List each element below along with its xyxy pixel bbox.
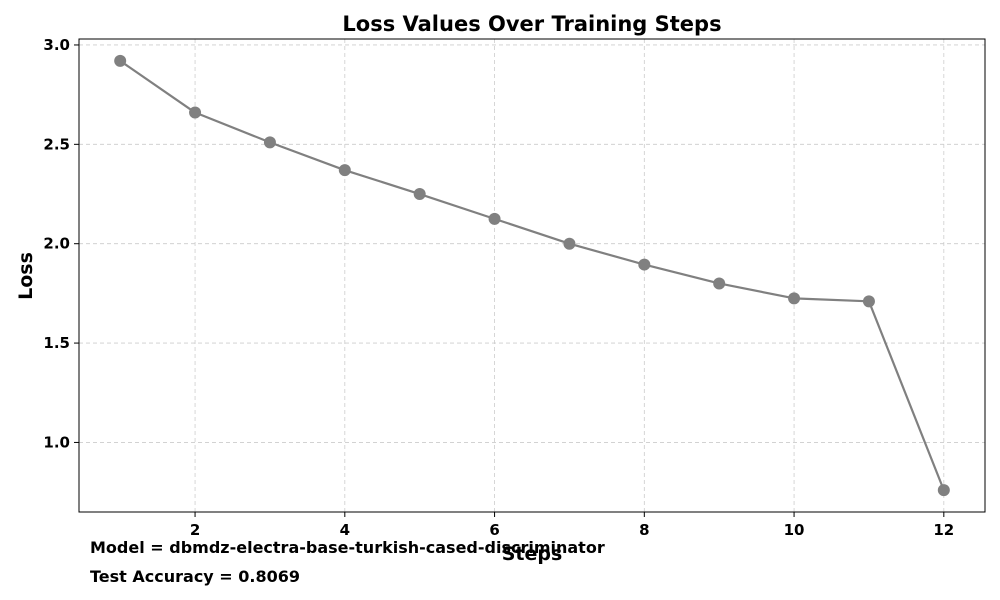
loss-data-point bbox=[713, 277, 726, 290]
loss-data-point bbox=[413, 188, 426, 201]
loss-data-point bbox=[638, 258, 651, 271]
x-tick-label: 4 bbox=[340, 521, 350, 539]
plot-frame bbox=[78, 38, 986, 513]
tick-layer: 2 4 6 8 10 12 1.0 1.5 2.0 2.5 3.0 bbox=[43, 36, 954, 539]
loss-data-point bbox=[114, 54, 127, 67]
y-tick-label: 3.0 bbox=[43, 36, 70, 54]
loss-data-point bbox=[338, 164, 351, 177]
y-tick-label: 1.0 bbox=[43, 433, 70, 451]
x-axis-label: Steps bbox=[502, 543, 563, 565]
x-tick-label: 8 bbox=[639, 521, 649, 539]
loss-data-point bbox=[263, 136, 276, 149]
loss-data-point bbox=[862, 295, 875, 308]
accuracy-annotation: Test Accuracy = 0.8069 bbox=[90, 567, 301, 586]
grid-lines bbox=[79, 39, 985, 512]
loss-data-point bbox=[563, 237, 576, 250]
chart-title: Loss Values Over Training Steps bbox=[342, 12, 721, 36]
x-tick-label: 12 bbox=[933, 521, 954, 539]
y-axis-label: Loss bbox=[15, 252, 37, 300]
x-tick-label: 6 bbox=[489, 521, 499, 539]
x-tick-label: 2 bbox=[190, 521, 200, 539]
model-annotation: Model = dbmdz-electra-base-turkish-cased… bbox=[90, 538, 605, 557]
loss-data-point bbox=[488, 212, 501, 225]
loss-data-point bbox=[189, 106, 202, 119]
y-tick-label: 2.0 bbox=[43, 235, 70, 253]
x-tick-label: 10 bbox=[784, 521, 805, 539]
y-tick-label: 1.5 bbox=[43, 334, 70, 352]
loss-series-line bbox=[119, 59, 945, 491]
y-tick-label: 2.5 bbox=[43, 135, 70, 153]
series-layer bbox=[114, 54, 950, 497]
loss-data-point bbox=[788, 292, 801, 305]
loss-data-point bbox=[937, 484, 950, 497]
